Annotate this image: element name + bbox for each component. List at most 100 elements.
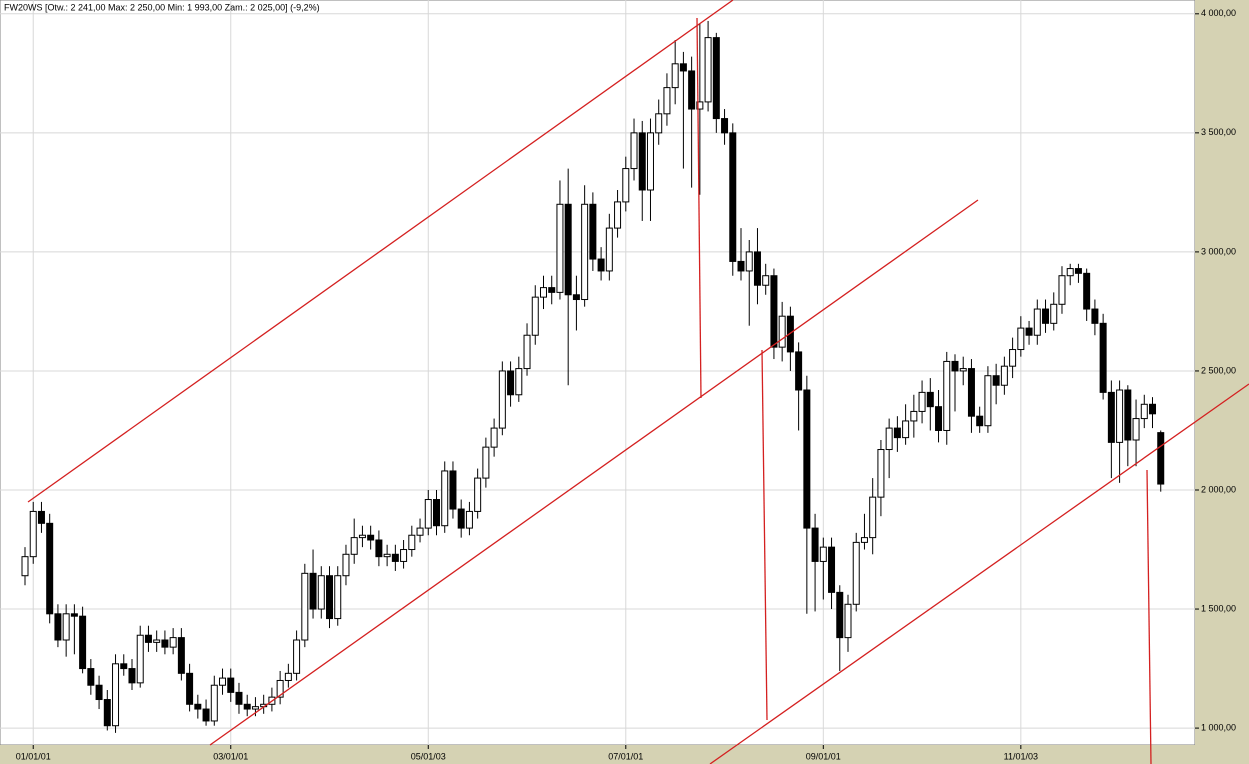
y-tick-label: 4 000,00: [1201, 8, 1236, 18]
candle-body: [614, 201, 622, 229]
candle-body: [548, 287, 556, 293]
candle-body: [490, 427, 498, 448]
candle-body: [951, 360, 959, 372]
candle-body: [482, 446, 490, 479]
candle-body: [62, 613, 70, 641]
candle-body: [301, 572, 309, 641]
trend-line: [1146, 469, 1152, 764]
y-tick-label: 1 500,00: [1201, 603, 1236, 613]
candle-body: [1116, 389, 1124, 443]
candle-body: [885, 427, 893, 451]
candle-body: [177, 637, 185, 674]
candle-body: [70, 613, 78, 617]
trend-line: [696, 17, 702, 399]
candle-body: [762, 275, 770, 286]
candle-body: [671, 63, 679, 89]
candle-body: [457, 508, 465, 529]
candle-body: [1124, 389, 1132, 441]
candle-body: [515, 368, 523, 396]
x-tick-label: 11/01/03: [1004, 751, 1038, 761]
candle-body: [1017, 327, 1025, 351]
x-tick-label: 07/01/01: [608, 751, 643, 761]
candle-body: [416, 527, 424, 536]
candle-body: [112, 663, 120, 727]
candle-body: [860, 537, 868, 543]
candle-body: [507, 370, 515, 396]
candle-body: [943, 360, 951, 431]
candle-body: [251, 706, 259, 710]
candle-body: [1132, 418, 1140, 441]
candle-body: [441, 470, 449, 527]
candle-body: [400, 549, 408, 562]
y-tick-label: 3 500,00: [1201, 127, 1236, 137]
candle-body: [819, 546, 827, 562]
candle-body: [383, 553, 391, 558]
candle-body: [21, 556, 29, 577]
candle-body: [1042, 308, 1050, 324]
candle-body: [581, 203, 589, 301]
candle-body: [531, 296, 539, 336]
candle-body: [293, 639, 301, 674]
candle-body: [679, 63, 687, 72]
candle-body: [572, 294, 580, 301]
candle-body: [729, 132, 737, 262]
trend-line: [709, 383, 1249, 764]
candle-body: [523, 334, 531, 370]
candle-body: [128, 668, 136, 684]
candle-body: [1066, 268, 1074, 277]
candle-body: [350, 537, 358, 555]
candle-body: [433, 499, 440, 527]
candle-body: [309, 572, 317, 610]
candle-body: [194, 703, 202, 710]
candle-body: [449, 470, 457, 510]
bottom-axis-panel: [0, 745, 1195, 764]
candle-body: [770, 275, 778, 348]
candle-body: [1000, 365, 1008, 386]
candle-body: [935, 406, 943, 431]
x-tick-label: 05/01/03: [411, 751, 446, 761]
candle-body: [1099, 322, 1107, 393]
candle-body: [1107, 391, 1115, 443]
candle-body: [358, 534, 366, 539]
x-tick-label: 03/01/01: [213, 751, 248, 761]
candle-body: [976, 415, 984, 427]
candle-body: [869, 496, 877, 539]
candle-body: [721, 118, 729, 134]
candle-body: [1009, 349, 1017, 367]
candle-body: [79, 615, 87, 670]
x-tick-label: 01/01/01: [16, 751, 51, 761]
candle-body: [803, 389, 811, 529]
candle-body: [696, 101, 704, 110]
candle-body: [46, 522, 54, 615]
candle-body: [902, 420, 910, 439]
candle-body: [120, 663, 128, 670]
candle-body: [910, 410, 918, 422]
candle-body: [959, 368, 967, 372]
candle-body: [1074, 268, 1082, 274]
candle-body: [235, 691, 243, 705]
candle-body: [95, 684, 103, 701]
candle-body: [630, 132, 638, 170]
candle-body: [663, 87, 671, 115]
candle-body: [29, 510, 37, 558]
candle-body: [605, 227, 613, 272]
candle-body: [408, 534, 416, 551]
candle-body: [87, 668, 95, 686]
candle-body: [795, 351, 803, 391]
candle-body: [786, 315, 794, 353]
candle-body: [1091, 308, 1099, 324]
candle-body: [186, 672, 194, 705]
candle-body: [737, 260, 745, 272]
candle-body: [622, 168, 630, 203]
candle-body: [753, 251, 761, 286]
candle-body: [844, 603, 852, 639]
candle-body: [465, 510, 473, 529]
candle-body: [37, 510, 45, 524]
candle-body: [992, 375, 1000, 386]
candle-body: [243, 703, 251, 710]
candle-body: [967, 368, 975, 417]
candle-body: [778, 315, 786, 348]
candle-body: [210, 684, 218, 722]
y-tick-label: 3 000,00: [1201, 246, 1236, 256]
y-tick-label: 2 500,00: [1201, 365, 1236, 375]
